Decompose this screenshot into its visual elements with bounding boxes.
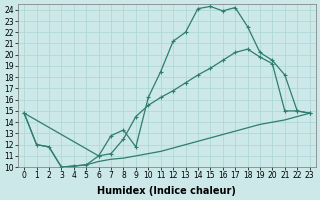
- X-axis label: Humidex (Indice chaleur): Humidex (Indice chaleur): [98, 186, 236, 196]
